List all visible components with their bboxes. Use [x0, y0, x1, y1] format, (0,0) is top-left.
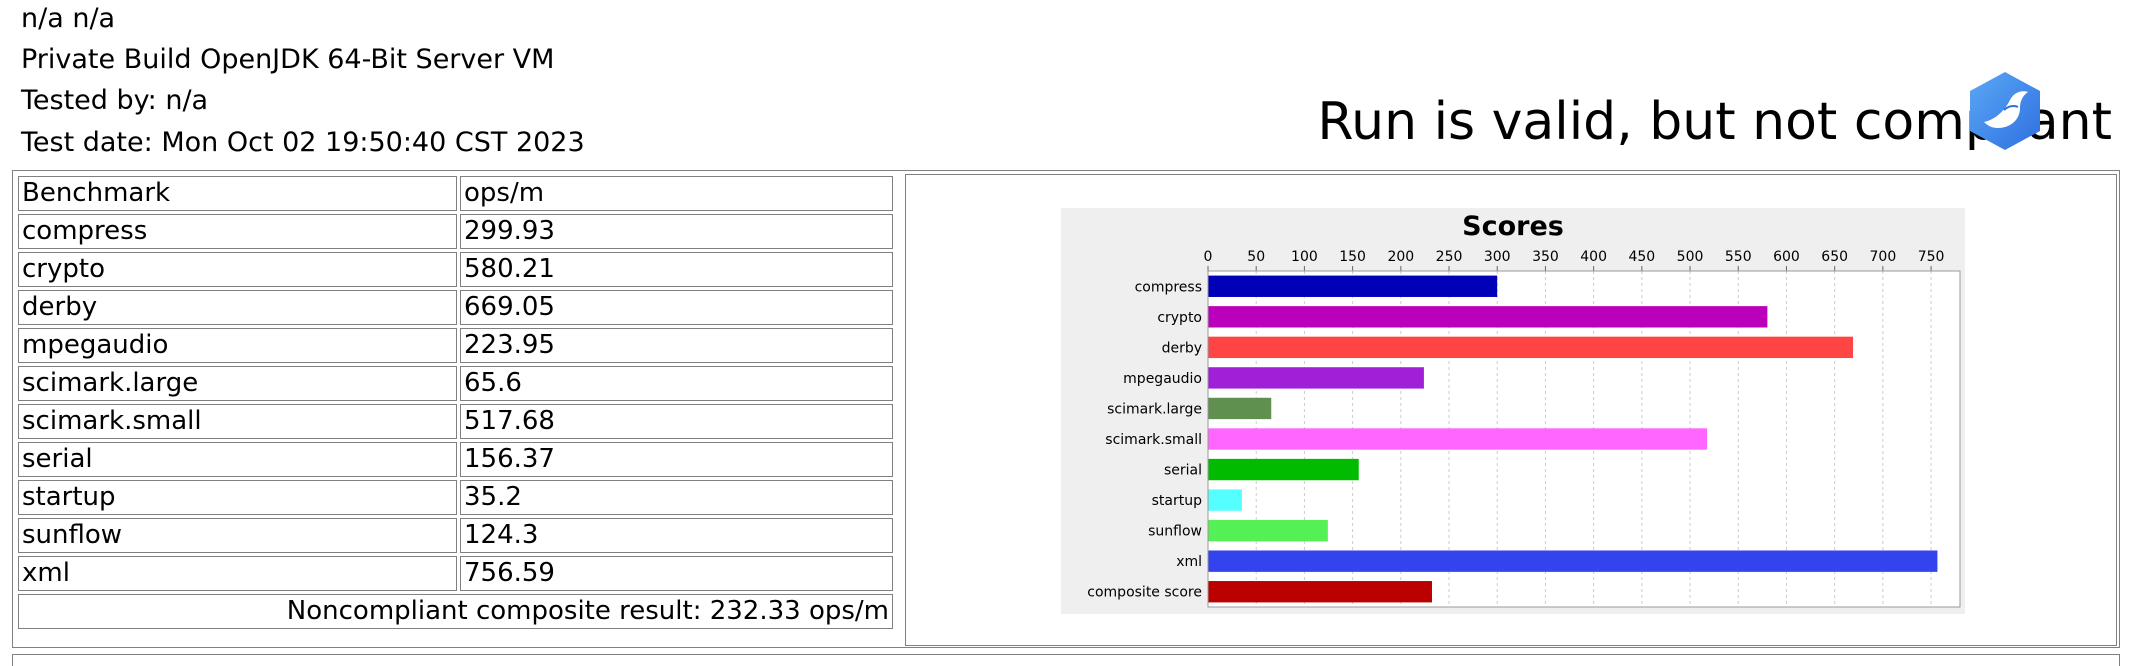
- chart-cell: [905, 174, 2117, 646]
- x-tick-label: 200: [1387, 249, 1414, 265]
- table-row: derby 669.05: [18, 290, 893, 325]
- bar-compress: [1208, 275, 1498, 297]
- score-table: Benchmark ops/m compress 299.93 crypto 580.…: [15, 173, 896, 632]
- composite-result: Noncompliant composite result: 232.33 op…: [18, 594, 893, 629]
- x-tick-label: 50: [1247, 249, 1265, 265]
- category-label: sunflow: [1148, 524, 1202, 540]
- table-row: sunflow 124.3: [18, 518, 893, 553]
- benchmark-score: 35.2: [460, 480, 893, 515]
- x-tick-label: 450: [1628, 249, 1655, 265]
- benchmark-name: derby: [18, 290, 457, 325]
- table-row: crypto 580.21: [18, 252, 893, 287]
- bar-crypto: [1208, 306, 1768, 328]
- benchmark-score: 65.6: [460, 366, 893, 401]
- benchmark-name: serial: [18, 442, 457, 477]
- benchmark-score: 517.68: [460, 404, 893, 439]
- header-line-tester: Tested by: n/a: [21, 85, 209, 116]
- category-label: derby: [1162, 340, 1202, 356]
- column-header-benchmark: Benchmark: [18, 176, 457, 211]
- x-tick-label: 550: [1725, 249, 1752, 265]
- table-row: compress 299.93: [18, 214, 893, 249]
- benchmark-score: 756.59: [460, 556, 893, 591]
- bar-mpegaudio: [1208, 367, 1424, 389]
- results-frame: [12, 170, 2120, 648]
- bar-composite-score: [1208, 581, 1432, 603]
- benchmark-name: sunflow: [18, 518, 457, 553]
- column-header-ops: ops/m: [460, 176, 893, 211]
- chart-title: Scores: [1462, 211, 1564, 242]
- benchmark-score: 156.37: [460, 442, 893, 477]
- x-tick-label: 300: [1484, 249, 1511, 265]
- x-tick-label: 650: [1821, 249, 1848, 265]
- header-line-vendor: n/a n/a: [21, 3, 116, 34]
- benchmark-score: 299.93: [460, 214, 893, 249]
- category-label: crypto: [1157, 310, 1202, 326]
- x-tick-label: 250: [1436, 249, 1463, 265]
- benchmark-name: startup: [18, 480, 457, 515]
- x-tick-label: 500: [1677, 249, 1704, 265]
- x-tick-label: 750: [1918, 249, 1945, 265]
- table-row: scimark.small 517.68: [18, 404, 893, 439]
- benchmark-name: compress: [18, 214, 457, 249]
- x-tick-label: 400: [1580, 249, 1607, 265]
- x-tick-label: 700: [1870, 249, 1897, 265]
- benchmark-name: scimark.small: [18, 404, 457, 439]
- x-tick-label: 100: [1291, 249, 1318, 265]
- benchmark-name: xml: [18, 556, 457, 591]
- benchmark-score: 669.05: [460, 290, 893, 325]
- table-row: startup 35.2: [18, 480, 893, 515]
- bar-sunflow: [1208, 519, 1328, 542]
- category-label: xml: [1176, 554, 1202, 570]
- category-label: serial: [1164, 463, 1202, 479]
- benchmark-score: 580.21: [460, 252, 893, 287]
- category-label: composite score: [1087, 585, 1202, 601]
- x-tick-label: 0: [1204, 249, 1213, 265]
- x-tick-label: 350: [1532, 249, 1559, 265]
- bar-startup: [1208, 489, 1242, 511]
- plot-frame: [1207, 270, 1961, 608]
- table-row: mpegaudio 223.95: [18, 328, 893, 363]
- bar-xml: [1208, 550, 1938, 572]
- category-label: scimark.large: [1107, 401, 1202, 417]
- table-row: xml 756.59: [18, 556, 893, 591]
- header-line-test-date: Test date: Mon Oct 02 19:50:40 CST 2023: [21, 127, 585, 158]
- x-tick-label: 150: [1339, 249, 1366, 265]
- benchmark-score: 223.95: [460, 328, 893, 363]
- benchmark-name: scimark.large: [18, 366, 457, 401]
- benchmark-score: 124.3: [460, 518, 893, 553]
- benchmark-name: mpegaudio: [18, 328, 457, 363]
- composite-row: Noncompliant composite result: 232.33 op…: [18, 594, 893, 629]
- next-section-frame: [12, 654, 2120, 666]
- x-tick-label: 600: [1773, 249, 1800, 265]
- table-row: scimark.large 65.6: [18, 366, 893, 401]
- category-label: scimark.small: [1105, 432, 1202, 448]
- header-line-jvm: Private Build OpenJDK 64-Bit Server VM: [21, 44, 555, 75]
- bar-serial: [1208, 458, 1359, 481]
- scores-chart: Scores 0 50 100 150 200 250 300 350 400 450 500 550…: [1061, 208, 1965, 614]
- bar-scimark-large: [1208, 397, 1272, 420]
- table-row: serial 156.37: [18, 442, 893, 477]
- bar-derby: [1208, 336, 1854, 359]
- category-label: startup: [1152, 493, 1202, 509]
- category-label: mpegaudio: [1123, 371, 1202, 387]
- bar-scimark-small: [1208, 428, 1708, 450]
- benchmark-name: crypto: [18, 252, 457, 287]
- category-label: compress: [1135, 279, 1202, 295]
- bird-badge-icon[interactable]: [1964, 70, 2046, 152]
- table-header-row: Benchmark ops/m: [18, 176, 893, 211]
